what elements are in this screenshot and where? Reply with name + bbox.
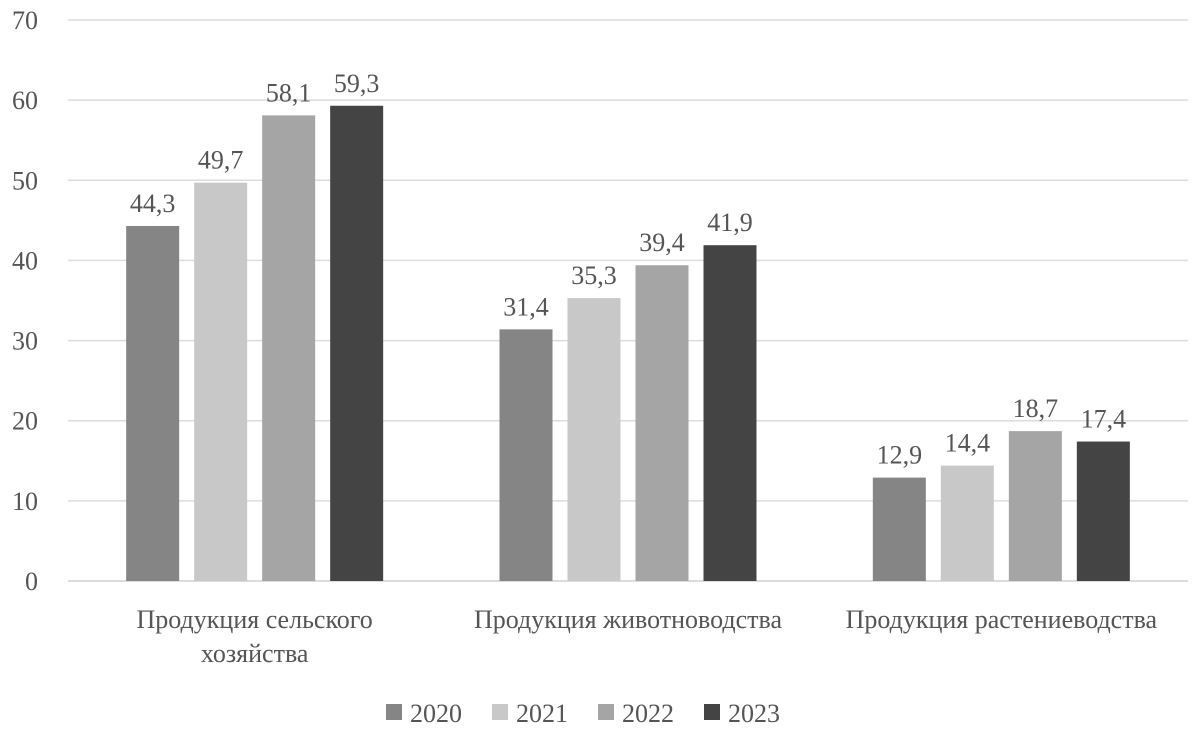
- legend-swatch-2020: [386, 704, 402, 720]
- bar-2020-2: [499, 329, 553, 581]
- gridlines: [68, 19, 1188, 582]
- y-axis-ticks: 0 10 20 30 40 50 60 70: [12, 6, 38, 596]
- data-label: 41,9: [707, 208, 753, 237]
- x-axis-categories: Продукция сельского хозяйства Продукция жи…: [137, 605, 1158, 668]
- legend-label: 2022: [622, 699, 674, 728]
- bars: [126, 105, 1130, 582]
- data-label: 14,4: [945, 429, 991, 458]
- legend-swatch-2023: [704, 704, 720, 720]
- data-labels: 44,3 49,7 58,1 59,3 31,4 35,3 39,4 41,9 12,9 14,4…: [130, 69, 1126, 470]
- data-label: 49,7: [198, 146, 244, 175]
- category-label: Продукция животноводства: [474, 605, 782, 634]
- bar-2021-2: [567, 298, 621, 581]
- legend-label: 2023: [728, 699, 780, 728]
- y-tick-label: 70: [12, 6, 38, 35]
- y-tick-label: 40: [12, 246, 38, 275]
- data-label: 18,7: [1013, 394, 1059, 423]
- y-tick-label: 50: [12, 166, 38, 195]
- legend-label: 2020: [410, 699, 462, 728]
- y-tick-label: 20: [12, 407, 38, 436]
- bar-2022-1: [262, 115, 316, 582]
- bar-2020-3: [872, 477, 926, 581]
- legend-swatch-2021: [492, 704, 508, 720]
- legend: 2020 2021 2022 2023: [386, 699, 780, 728]
- legend-swatch-2022: [598, 704, 614, 720]
- category-label: хозяйства: [201, 639, 309, 668]
- y-tick-label: 60: [12, 86, 38, 115]
- data-label: 39,4: [639, 228, 685, 257]
- legend-label: 2021: [516, 699, 568, 728]
- bar-2021-3: [940, 465, 994, 581]
- category-label: Продукция растениеводства: [846, 605, 1158, 634]
- bar-2022-3: [1008, 431, 1062, 581]
- bar-2022-2: [635, 265, 689, 581]
- data-label: 58,1: [266, 78, 312, 107]
- data-label: 17,4: [1081, 405, 1127, 434]
- bar-2021-1: [194, 182, 248, 581]
- data-label: 31,4: [503, 292, 549, 321]
- data-label: 12,9: [877, 441, 923, 470]
- y-tick-label: 30: [12, 327, 38, 356]
- data-label: 44,3: [130, 189, 176, 218]
- bar-2023-3: [1076, 441, 1130, 581]
- y-tick-label: 10: [12, 487, 38, 516]
- y-tick-label: 0: [25, 567, 38, 596]
- data-label: 59,3: [334, 69, 380, 98]
- category-label: Продукция сельского: [137, 605, 373, 634]
- bar-2023-2: [703, 245, 757, 582]
- data-label: 35,3: [571, 261, 617, 290]
- bar-2020-1: [126, 225, 180, 581]
- bar-2023-1: [330, 105, 384, 581]
